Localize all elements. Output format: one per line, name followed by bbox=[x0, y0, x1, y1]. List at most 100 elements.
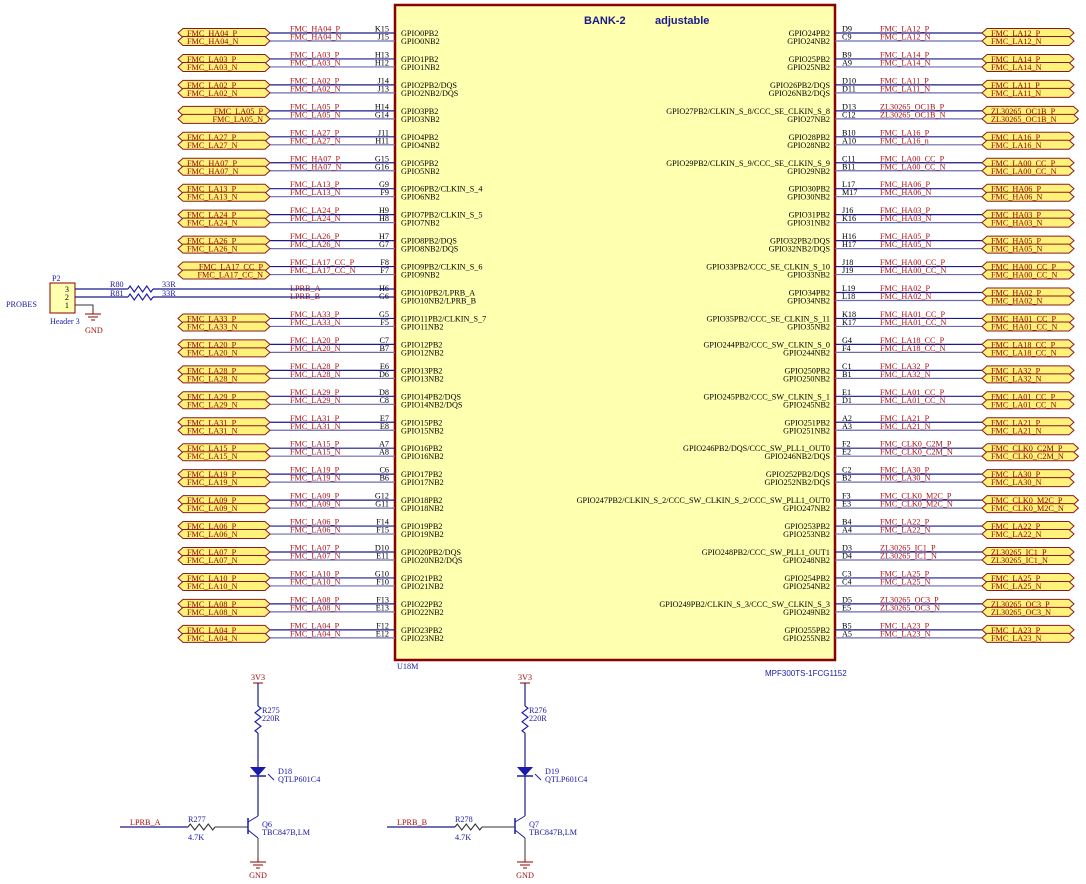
net-name: FMC_LA30_P bbox=[880, 466, 930, 475]
pin-function: GPIO31NB2 bbox=[787, 219, 830, 228]
pin-function: GPIO248NB2 bbox=[783, 556, 830, 565]
pin-number: H12 bbox=[375, 58, 389, 67]
net-port-label: FMC_LA08_P bbox=[187, 600, 237, 609]
net-port-label: FMC_LA14_N bbox=[991, 63, 1042, 72]
net-name: FMC_LA04_P bbox=[290, 621, 340, 630]
net-port-label: FMC_LA03_N bbox=[187, 63, 238, 72]
pin-function: GPIO23NB2 bbox=[401, 634, 444, 643]
left-pin-pair: FMC_LA04_PFMC_LA04_NFMC_LA04_PFMC_LA04_N… bbox=[177, 621, 444, 643]
pin-function: GPIO21PB2 bbox=[401, 574, 442, 583]
net-name: FMC_LA19_P bbox=[290, 466, 340, 475]
pin-function: GPIO11NB2 bbox=[401, 322, 443, 331]
pin-function: GPIO25PB2 bbox=[789, 55, 830, 64]
pin-number: D8 bbox=[379, 388, 389, 397]
pin-number: F3 bbox=[842, 492, 851, 501]
net-name: FMC_LA22_N bbox=[880, 526, 931, 535]
pin-number: L19 bbox=[842, 284, 855, 293]
bank-title: BANK-2 bbox=[584, 15, 626, 27]
net-name: FMC_LA23_N bbox=[880, 629, 931, 638]
net-name: FMC_LA20_P bbox=[290, 336, 340, 345]
pin-number: E13 bbox=[376, 603, 389, 612]
net-port-label: FMC_LA28_P bbox=[187, 366, 237, 375]
net-port-label: FMC_LA12_P bbox=[991, 29, 1041, 38]
net-name: FMC_LA09_P bbox=[290, 492, 340, 501]
net-name: ZL30265_OC3_N bbox=[880, 603, 940, 612]
net-port-label: FMC_LA17_CC_N bbox=[197, 271, 263, 280]
net-port-label: FMC_LA33_N bbox=[187, 322, 238, 331]
net-port-label: FMC_HA06_N bbox=[991, 193, 1042, 202]
net-port-label: FMC_LA18_CC_N bbox=[991, 348, 1057, 357]
right-pin-pair: ZL30265_IC1_PZL30265_IC1_ND3D4ZL30265_IC… bbox=[702, 544, 1075, 565]
net-name: ZL30265_OC1B_P bbox=[880, 102, 945, 111]
net-port-label: ZL30265_OC3_N bbox=[991, 608, 1051, 617]
pin-number: B4 bbox=[842, 518, 852, 527]
transistor-icon bbox=[514, 829, 526, 839]
net-name: FMC_LA32_N bbox=[880, 370, 931, 379]
pin-function: GPIO248PB2/CCC_SW_PLL1_OUT1 bbox=[702, 548, 830, 557]
pin-number: H14 bbox=[375, 102, 389, 111]
wire bbox=[75, 304, 94, 310]
pin-function: GPIO29NB2 bbox=[787, 167, 830, 176]
left-pin-pair: FMC_LA02_PFMC_LA02_NFMC_LA02_PFMC_LA02_N… bbox=[177, 76, 459, 98]
probes-label: PROBES bbox=[6, 300, 37, 309]
resistor-icon bbox=[127, 293, 154, 301]
connector-designator: P2 bbox=[52, 274, 61, 283]
net-name: FMC_HA02_N bbox=[880, 292, 931, 301]
pin-number: G10 bbox=[375, 569, 389, 578]
net-port-label: FMC_LA11_P bbox=[991, 81, 1040, 90]
pin-number: B9 bbox=[842, 50, 852, 59]
net-port-label: FMC_HA02_N bbox=[991, 297, 1042, 306]
resistor-designator: R276 bbox=[529, 706, 547, 715]
net-name: FMC_LA08_N bbox=[290, 603, 341, 612]
pin-function: GPIO26PB2/DQS bbox=[770, 81, 831, 90]
net-name: FMC_LA05_N bbox=[290, 110, 341, 119]
net-name: FMC_LA03_N bbox=[290, 58, 341, 67]
pin-function: GPIO30NB2 bbox=[787, 193, 830, 202]
net-name: FMC_LA01_CC_N bbox=[880, 396, 946, 405]
pin-function: GPIO247PB2/CLKIN_S_2/CCC_SW_CLKIN_S_2/CC… bbox=[577, 496, 830, 505]
pin-function: GPIO253PB2 bbox=[785, 522, 831, 531]
pin-number: C9 bbox=[842, 33, 852, 42]
net-port-label-shape bbox=[177, 606, 271, 617]
left-pin-pair: FMC_LA07_PFMC_LA07_NFMC_LA07_PFMC_LA07_N… bbox=[177, 544, 463, 565]
net-name: FMC_LA00_CC_N bbox=[880, 162, 946, 171]
net-name: FMC_LA11_N bbox=[880, 84, 930, 93]
net-name: FMC_LA29_N bbox=[290, 396, 341, 405]
pin-number: L18 bbox=[842, 292, 855, 301]
pin-function: GPIO251NB2 bbox=[783, 426, 830, 435]
net-port-label: FMC_LA07_P bbox=[187, 548, 237, 557]
net-name: FMC_LA19_N bbox=[290, 474, 341, 483]
net-name: FMC_LA29_P bbox=[290, 388, 340, 397]
bank-mode: adjustable bbox=[655, 15, 709, 27]
net-port-label: FMC_LA32_P bbox=[991, 366, 1041, 375]
net-port-label: FMC_LA15_N bbox=[187, 452, 238, 461]
net-name: FMC_LA12_N bbox=[880, 33, 931, 42]
pin-function: GPIO0NB2 bbox=[401, 37, 440, 46]
pin-function: GPIO245PB2/CCC_SW_CLKIN_S_1 bbox=[704, 392, 830, 401]
net-port-label: FMC_CLK0_M2C_P bbox=[991, 496, 1063, 505]
left-pin-pair: FMC_LA06_PFMC_LA06_NFMC_LA06_PFMC_LA06_N… bbox=[177, 518, 444, 540]
pin-number: F14 bbox=[376, 518, 389, 527]
pin-number: K15 bbox=[375, 25, 389, 34]
pin-function: GPIO34PB2 bbox=[789, 289, 830, 298]
resistor-designator: R275 bbox=[262, 706, 280, 715]
net-name: FMC_LA11_P bbox=[880, 76, 929, 85]
pin-function: GPIO30PB2 bbox=[789, 185, 830, 194]
pin-function: GPIO13NB2 bbox=[401, 374, 444, 383]
net-port-label: FMC_HA07_P bbox=[187, 159, 237, 168]
net-port-label-shape bbox=[177, 373, 271, 384]
pin-number: H16 bbox=[842, 232, 856, 241]
net-port-label: FMC_HA07_N bbox=[187, 167, 238, 176]
net-name: FMC_HA01_CC_N bbox=[880, 318, 947, 327]
net-port-label-shape bbox=[177, 347, 271, 358]
net-name: FMC_HA06_N bbox=[880, 188, 931, 197]
pin-number: E7 bbox=[380, 414, 389, 423]
pin-number: G14 bbox=[375, 110, 389, 119]
net-name: FMC_LA10_P bbox=[290, 569, 340, 578]
net-port-label-shape bbox=[177, 321, 271, 332]
pin-function: GPIO17NB2 bbox=[401, 478, 444, 487]
pin-function: GPIO9NB2 bbox=[401, 271, 440, 280]
pin-function: GPIO27NB2 bbox=[787, 115, 830, 124]
pin-number: D3 bbox=[842, 544, 852, 553]
net-port-label: FMC_LA04_N bbox=[187, 634, 238, 643]
